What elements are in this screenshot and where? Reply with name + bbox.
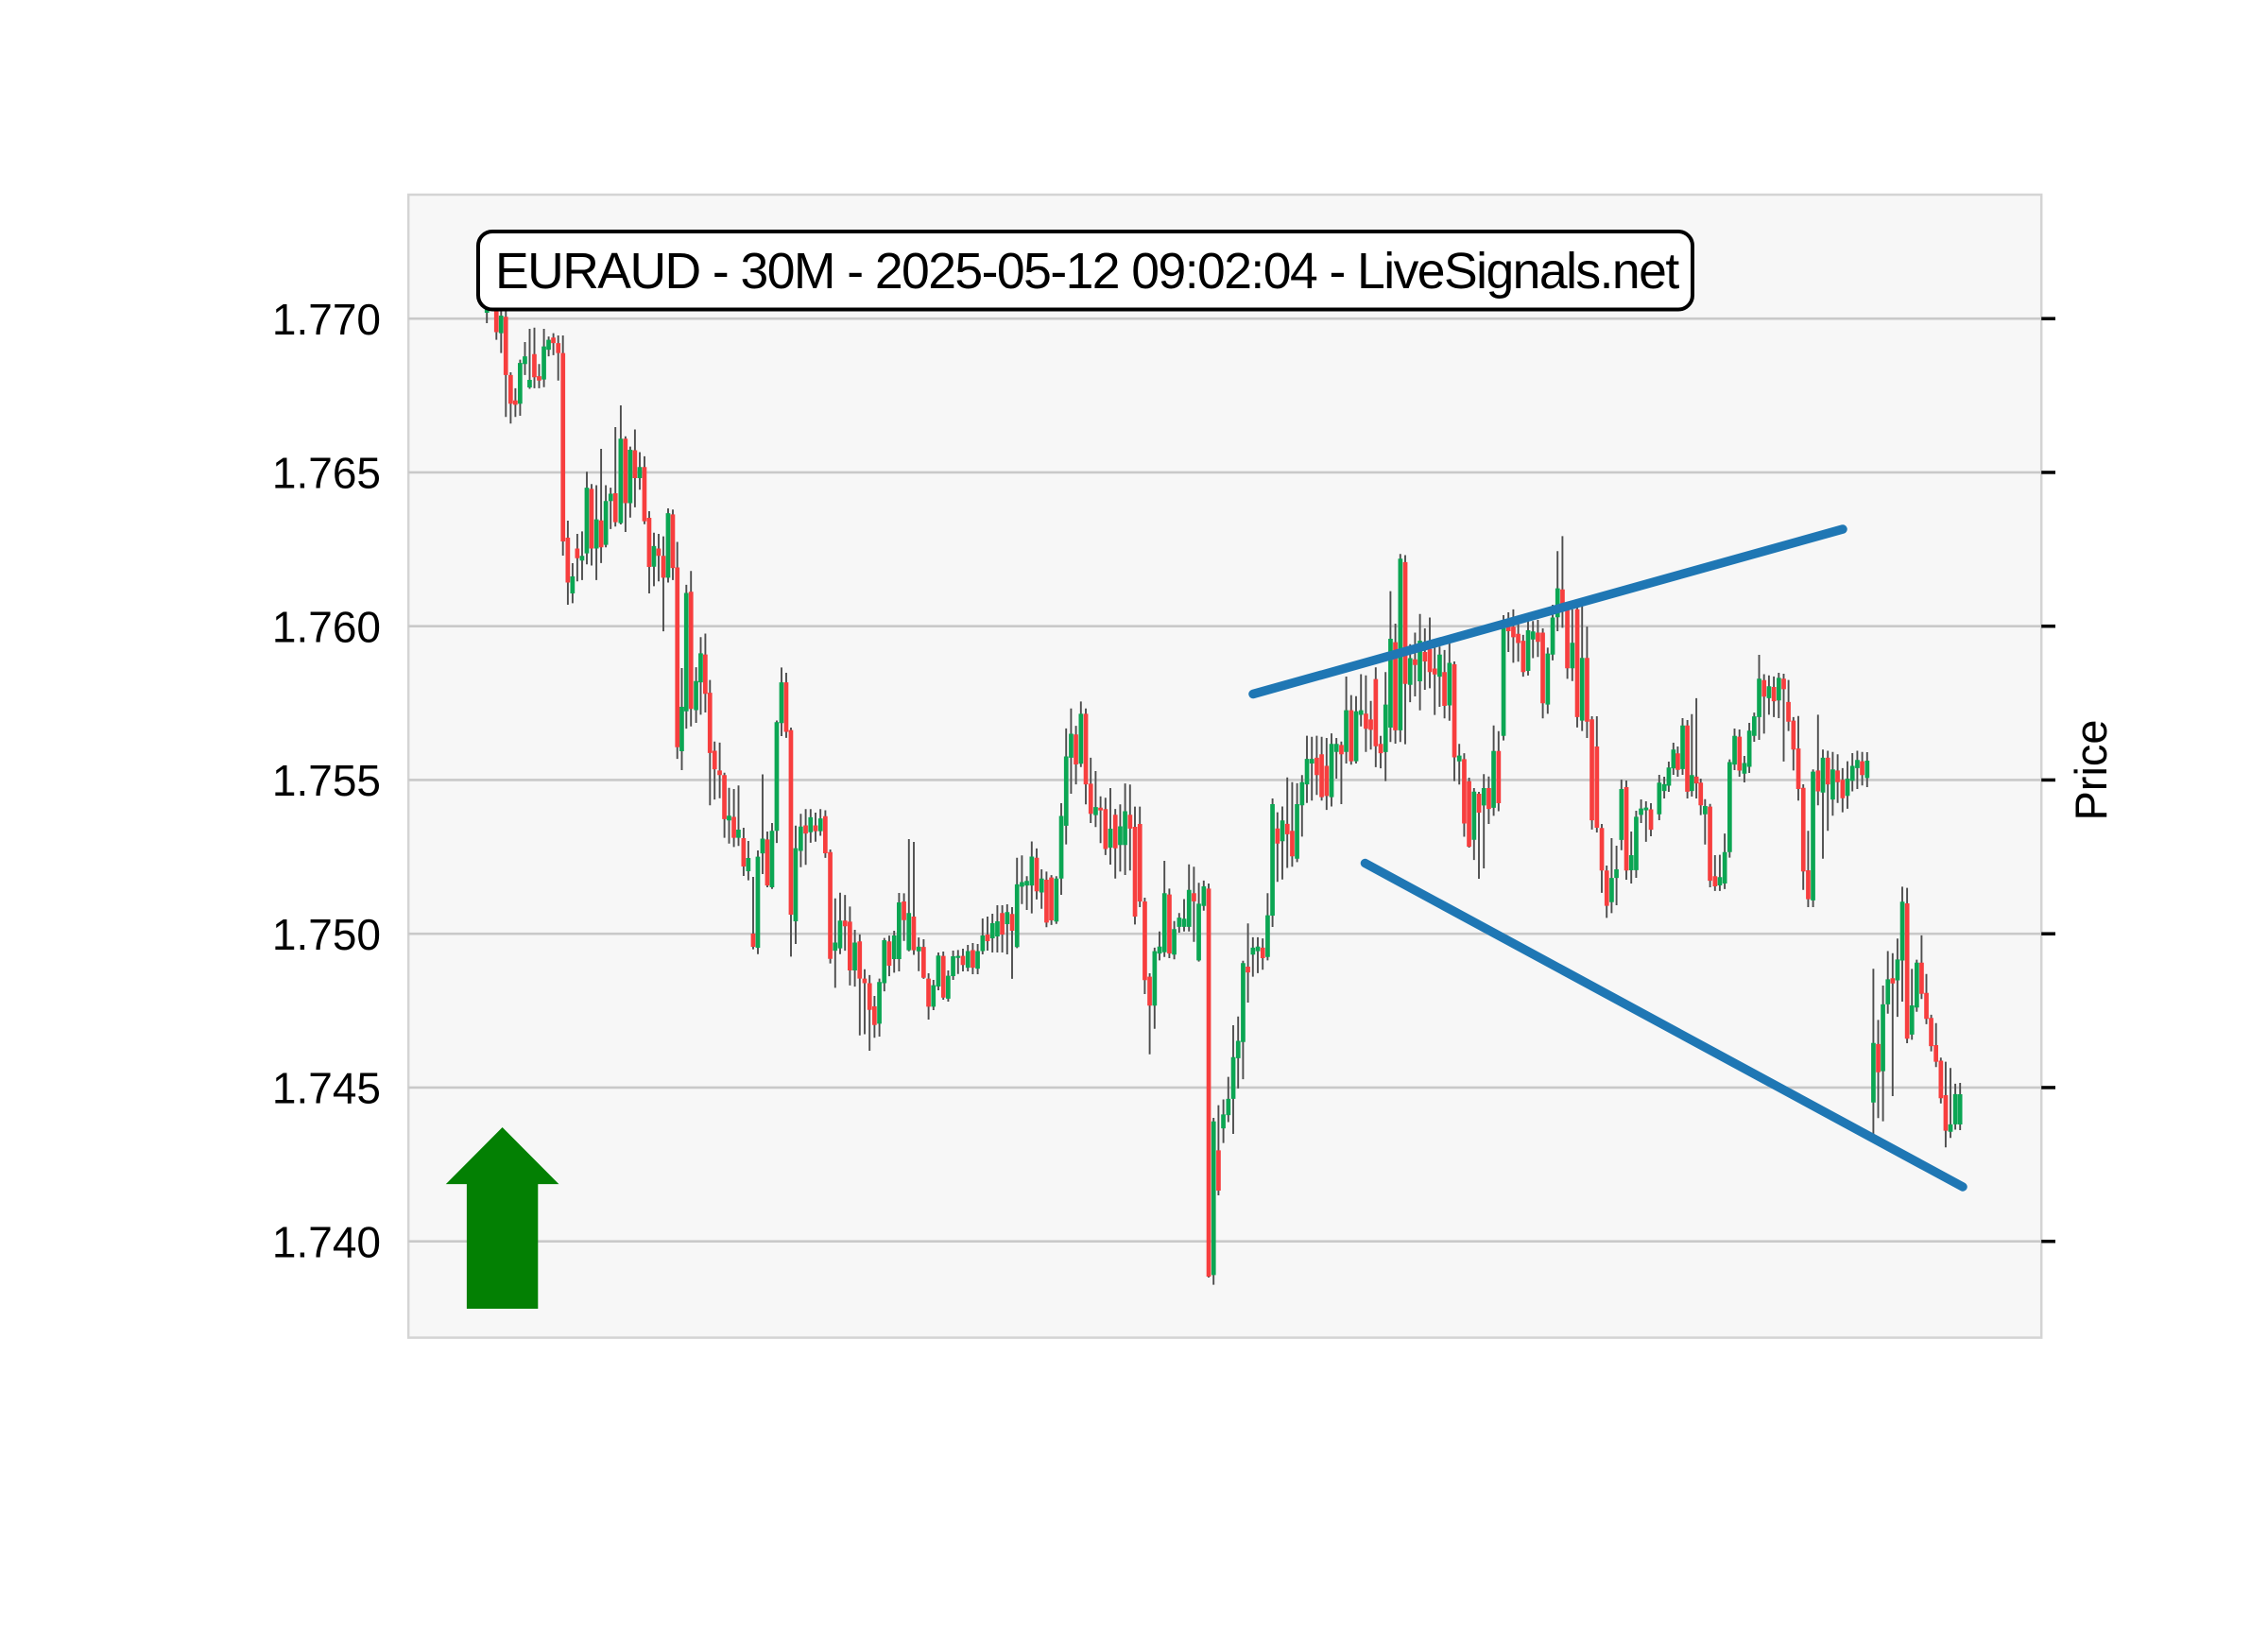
svg-text:1.740: 1.740 xyxy=(272,1217,381,1266)
svg-text:1.765: 1.765 xyxy=(272,449,381,498)
svg-text:1.755: 1.755 xyxy=(272,756,381,805)
svg-text:EURAUD - 30M - 2025-05-12 09:0: EURAUD - 30M - 2025-05-12 09:02:04 - Liv… xyxy=(495,244,1679,300)
svg-text:1.745: 1.745 xyxy=(272,1064,381,1113)
svg-text:1.760: 1.760 xyxy=(272,602,381,651)
svg-text:1.750: 1.750 xyxy=(272,910,381,959)
svg-text:1.770: 1.770 xyxy=(272,295,381,344)
svg-text:Price: Price xyxy=(2066,719,2116,820)
